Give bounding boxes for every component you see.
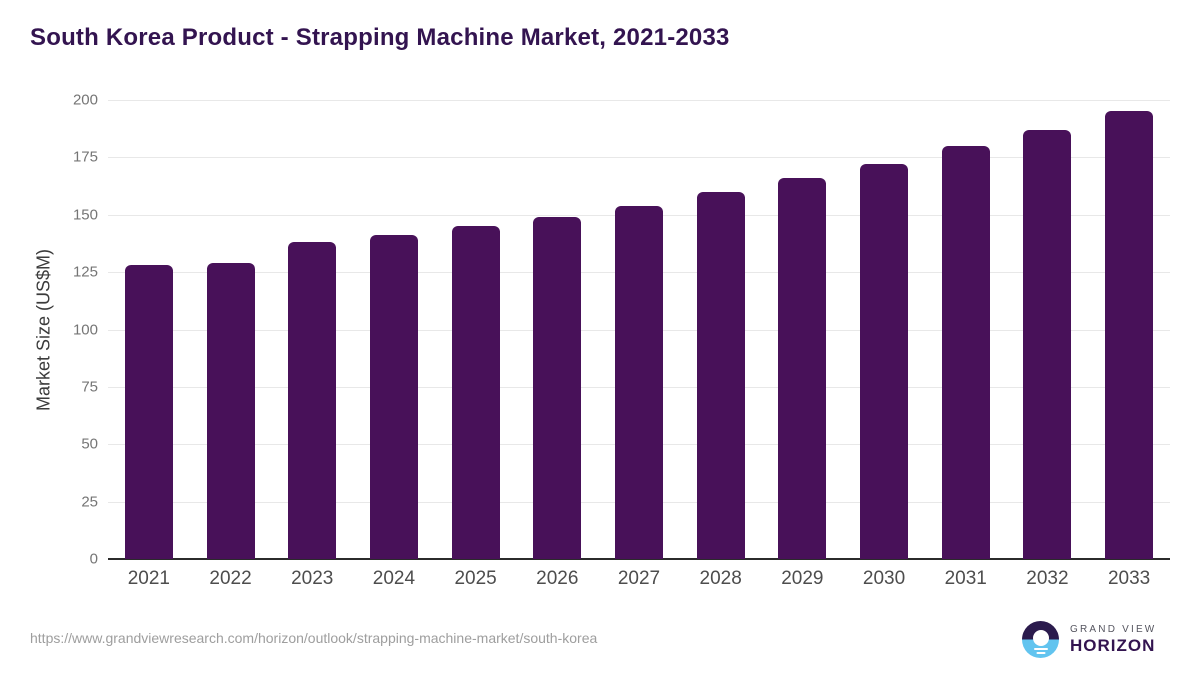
y-tick-label: 50	[81, 435, 98, 453]
bar-2023	[288, 242, 337, 559]
y-tick-label: 100	[72, 321, 98, 338]
y-tick-label: 200	[72, 91, 98, 109]
x-tick-label: 2022	[209, 568, 252, 589]
x-tick-label: 2032	[1026, 568, 1069, 589]
x-tick-label: 2033	[1107, 568, 1151, 589]
bar-2026	[533, 217, 582, 559]
x-tick-label: 2025	[454, 568, 497, 589]
y-tick-label: 175	[72, 148, 98, 166]
logo-text: GRAND VIEW HORIZON	[1070, 624, 1156, 656]
bar-2025	[451, 226, 500, 559]
bar-series	[108, 100, 1170, 559]
x-tick-label: 2031	[944, 568, 987, 589]
bar-2022	[206, 262, 255, 559]
bar-band	[598, 100, 680, 559]
bar-band	[843, 100, 925, 559]
logo-brand-top: GRAND VIEW	[1070, 623, 1157, 635]
gridline	[108, 100, 1170, 101]
bar-2027	[614, 205, 663, 559]
plot-area	[108, 100, 1170, 560]
x-tick-label: 2030	[862, 568, 906, 589]
bar-2033	[1105, 111, 1154, 559]
bar-band	[435, 100, 517, 559]
y-tick-label: 75	[81, 378, 98, 396]
source-url: https://www.grandviewresearch.com/horizo…	[30, 630, 598, 646]
bar-band	[516, 100, 598, 559]
y-tick-label: 125	[72, 263, 98, 281]
bar-band	[1088, 100, 1170, 559]
bar-band	[190, 100, 272, 559]
sun-icon	[1032, 630, 1049, 646]
bar-2029	[778, 178, 827, 559]
chart-title: South Korea Product - Strapping Machine …	[30, 24, 730, 51]
x-tick-label: 2028	[699, 568, 742, 589]
sun-ray-icon	[1036, 652, 1045, 654]
y-tick-label: 25	[81, 493, 98, 511]
bar-band	[680, 100, 762, 559]
horizon-logo-icon	[1022, 621, 1059, 658]
x-tick-label: 2026	[536, 568, 579, 589]
bar-2021	[124, 265, 173, 559]
logo-brand-bottom: HORIZON	[1070, 635, 1156, 655]
x-axis-labels: 2021 2022 2023 2024 2025 2026 2027 2028 2029 2030…	[108, 568, 1170, 590]
x-axis-line	[108, 558, 1170, 560]
bar-2028	[696, 191, 745, 559]
x-tick-label: 2024	[372, 568, 416, 589]
bar-2032	[1023, 129, 1072, 559]
x-tick-label: 2027	[617, 568, 661, 589]
x-tick-label: 2023	[291, 568, 334, 589]
brand-logo[interactable]: GRAND VIEW HORIZON	[1022, 621, 1156, 658]
bar-2031	[941, 145, 990, 559]
y-tick-label: 0	[89, 550, 98, 568]
sun-ray-icon	[1033, 647, 1048, 650]
bar-band	[353, 100, 435, 559]
y-tick-label: 150	[72, 206, 98, 224]
bar-2030	[860, 164, 909, 559]
bar-band	[925, 100, 1007, 559]
gridline	[108, 157, 1170, 159]
x-tick-label: 2029	[781, 568, 824, 589]
bar-2024	[369, 235, 418, 559]
bar-band	[762, 100, 844, 559]
bar-band	[271, 100, 353, 559]
bar-band	[108, 100, 190, 559]
bar-band	[1007, 100, 1089, 559]
x-tick-label: 2021	[127, 568, 170, 589]
